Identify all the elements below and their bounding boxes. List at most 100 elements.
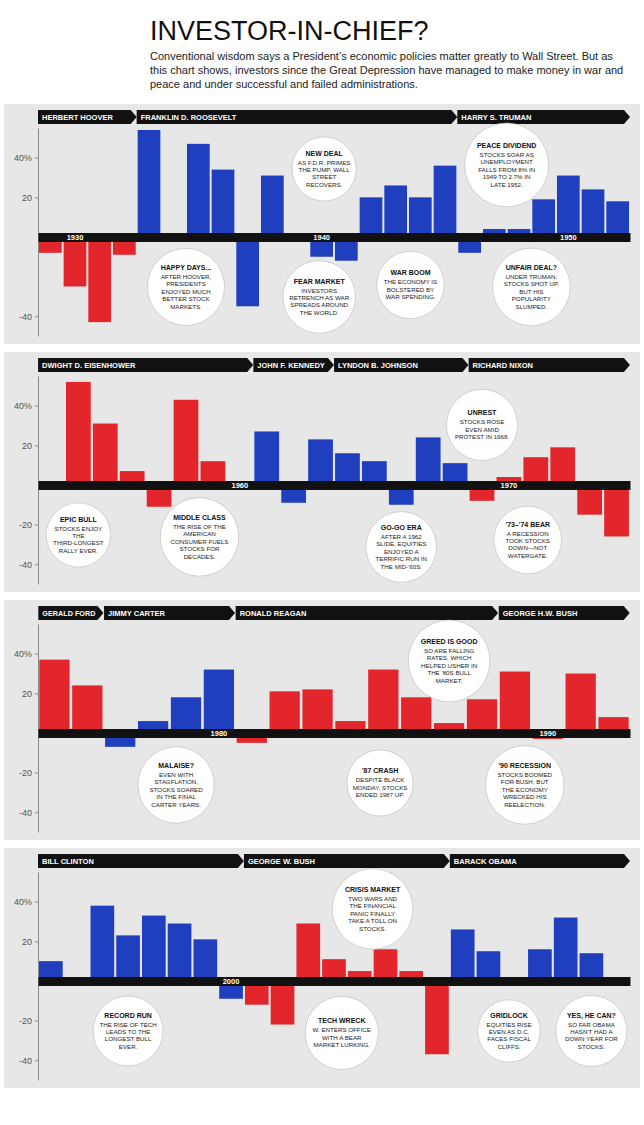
annotation-text: STOCKS ENJOYTHETHIRD-LONGESTRALLY EVER. bbox=[53, 525, 104, 554]
annotation-text: TWO WARS ANDTHE FINANCIALPANIC FINALLYTA… bbox=[348, 895, 397, 932]
y-tick: 20 bbox=[22, 937, 38, 947]
text-line: PEACE DIVIDEND bbox=[477, 142, 537, 149]
y-tick: -40 bbox=[19, 560, 38, 570]
annotation-bubble bbox=[160, 498, 238, 576]
y-axis-line bbox=[38, 377, 39, 585]
text-line: UNDER TRUMAN, bbox=[505, 273, 557, 280]
president-name: RONALD REAGAN bbox=[240, 609, 307, 618]
text-line: W. ENTERS OFFICE bbox=[312, 1026, 370, 1033]
x-tick-label: 1970 bbox=[501, 481, 518, 490]
bar bbox=[523, 457, 548, 485]
bar bbox=[271, 981, 295, 1025]
text-line: GRIDLOCK bbox=[490, 1012, 527, 1019]
y-tick-mark bbox=[35, 525, 38, 526]
president-name: GEORGE H.W. BUSH bbox=[503, 609, 578, 618]
annotation-text: EVEN WITHSTAGFLATION,STOCKS SOAREDIN THE… bbox=[150, 771, 204, 808]
annotation: MIDDLE CLASSTHE RISE OF THEAMERICANCONSU… bbox=[160, 498, 238, 576]
annotation: EPIC BULLSTOCKS ENJOYTHETHIRD-LONGESTRAL… bbox=[46, 503, 110, 567]
bar bbox=[212, 170, 235, 237]
y-axis: 40%20-20-40 bbox=[14, 625, 39, 833]
president-banner bbox=[450, 854, 630, 868]
zero-line bbox=[39, 481, 631, 490]
text-line: TAKE A TOLL ON bbox=[348, 917, 397, 924]
text-line: THIRD-LONGEST bbox=[53, 539, 104, 546]
text-line: STOCKS ENJOY bbox=[55, 525, 103, 532]
text-line: HAPPY DAYS... bbox=[161, 264, 212, 271]
bar bbox=[66, 382, 91, 485]
annotation: '87 CRASH DESPITE BLACKMONDAY, STOCKSENDE… bbox=[347, 750, 413, 816]
text-line: NEW DEAL bbox=[305, 150, 343, 157]
annotation-text: THE RISE OF TECHLEADS TO THELONGEST BULL… bbox=[99, 1021, 156, 1050]
text-line: THE RISE OF TECH bbox=[99, 1021, 156, 1028]
background bbox=[0, 0, 644, 1125]
annotation-text: EQUITIES RISEEVEN AS D.C.FACES FISCALCLI… bbox=[487, 1021, 532, 1050]
bar bbox=[582, 189, 605, 237]
x-tick-label: 1940 bbox=[313, 233, 330, 242]
bar bbox=[451, 929, 475, 981]
zero-line bbox=[39, 729, 631, 738]
y-tick: -40 bbox=[19, 808, 38, 818]
text-line: '87 CRASH bbox=[362, 767, 398, 774]
annotation: HAPPY DAYS... AFTER HOOVER,PRESIDENTSENJO… bbox=[147, 248, 224, 325]
annotation-text: DESPITE BLACKMONDAY, STOCKSENDED 1987 UP… bbox=[353, 776, 408, 798]
text-line: TECH WRECK bbox=[318, 1017, 365, 1024]
annotation-bubble bbox=[347, 750, 413, 816]
text-line: EVER. bbox=[119, 1043, 138, 1050]
annotation-text: UNDER TRUMAN,STOCKS SHOT UP,BUT HISPOPUL… bbox=[504, 273, 560, 310]
text-line: BUT HIS bbox=[519, 288, 543, 295]
annotation-text: AS F.D.R. PRIMESTHE PUMP, WALLSTREETRECO… bbox=[298, 159, 351, 188]
text-line: ENJOYED A bbox=[384, 548, 420, 555]
panel: DWIGHT D. EISENHOWERJOHN F. KENNEDYLYNDO… bbox=[4, 352, 640, 592]
panel-background bbox=[4, 848, 640, 1088]
president-name: GERALD FORD bbox=[42, 609, 96, 618]
text-line: POPULARITY bbox=[512, 295, 551, 302]
y-tick-mark bbox=[35, 445, 38, 446]
bar bbox=[384, 185, 407, 237]
text-line: CLIFFS. bbox=[498, 1043, 521, 1050]
annotation: GREED IS GOODSO ARE FALLINGRATES, WHICHH… bbox=[408, 620, 490, 702]
text-line: A RECESSION bbox=[507, 530, 549, 537]
text-line: STOCKS. bbox=[359, 925, 386, 932]
annotation: RECORD RUN THE RISE OF TECHLEADS TO THELO… bbox=[93, 996, 163, 1066]
text-line: SO ARE FALLING bbox=[424, 647, 474, 654]
text-line: THE ECONOMY bbox=[502, 786, 548, 793]
president-name: BILL CLINTON bbox=[42, 857, 94, 866]
annotation-title: HAPPY DAYS... bbox=[161, 264, 212, 271]
bar bbox=[236, 237, 259, 306]
annotation-bubble bbox=[138, 747, 214, 823]
text-line: MALAISE? bbox=[158, 762, 194, 769]
x-axis: 193019401950 bbox=[39, 233, 631, 242]
president-banner bbox=[104, 606, 235, 620]
bar bbox=[193, 939, 217, 981]
annotation-text: AFTER HOOVER,PRESIDENTSENJOYED MUCHBETTE… bbox=[161, 273, 212, 310]
president-banner bbox=[38, 606, 103, 620]
text-line: CONSUMER FUELS bbox=[171, 538, 229, 545]
text-line: FEAR MARKET bbox=[294, 278, 346, 285]
y-tick-label: -40 bbox=[19, 312, 32, 322]
text-line: RATES, WHICH bbox=[427, 654, 472, 661]
text-line: CARTER YEARS. bbox=[151, 801, 201, 808]
text-line: DECADES. bbox=[184, 553, 216, 560]
y-tick-mark bbox=[35, 654, 38, 655]
y-tick-label: 40% bbox=[14, 897, 32, 907]
panel: BILL CLINTONGEORGE W. BUSHBARACK OBAMA40… bbox=[4, 848, 640, 1088]
bar bbox=[302, 689, 332, 733]
y-axis-line bbox=[38, 625, 39, 833]
annotation-title: MALAISE? bbox=[158, 762, 194, 769]
bar bbox=[64, 237, 87, 287]
text-line: WAR SPENDING. bbox=[385, 293, 435, 300]
text-line: peace and under successful and failed ad… bbox=[150, 78, 418, 90]
text-line: WITH A BEAR bbox=[322, 1034, 362, 1041]
text-line: PROTEST IN 1968. bbox=[455, 433, 509, 440]
infographic: INVESTOR-IN-CHIEF?Conventional wisdom sa… bbox=[0, 0, 644, 1125]
bar bbox=[39, 660, 69, 733]
annotation-title: TECH WRECK bbox=[318, 1017, 365, 1024]
annotation-title: FEAR MARKET bbox=[294, 278, 346, 285]
bar bbox=[566, 674, 596, 733]
annotation-text: W. ENTERS OFFICEWITH A BEARMARKET LURKIN… bbox=[312, 1026, 370, 1048]
text-line: MARKET LURKING. bbox=[313, 1041, 370, 1048]
y-tick: -40 bbox=[19, 1056, 38, 1066]
text-line: Conventional wisdom says a President’s e… bbox=[150, 50, 613, 62]
x-tick: 1950 bbox=[560, 233, 577, 242]
text-line: RECORD RUN bbox=[104, 1012, 151, 1019]
